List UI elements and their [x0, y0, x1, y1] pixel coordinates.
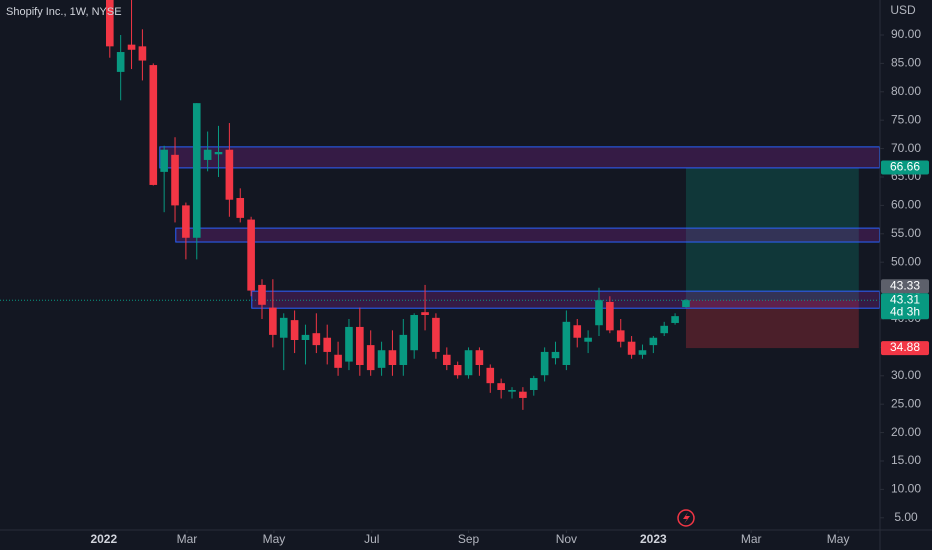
candle-body: [225, 149, 234, 200]
y-tick-label: 10.00: [891, 482, 921, 496]
candle-body: [138, 46, 147, 61]
candle-body: [682, 300, 690, 308]
candle-body: [519, 391, 527, 398]
candle-body: [290, 320, 299, 341]
candle-body: [442, 354, 451, 365]
candle-body: [529, 378, 538, 390]
y-tick-label: 90.00: [891, 27, 921, 41]
candle-body: [323, 337, 332, 352]
candle-body: [356, 326, 364, 365]
y-tick-label: 15.00: [891, 453, 921, 467]
candle-body: [671, 316, 679, 323]
candle-body: [540, 351, 549, 376]
price-tag: [881, 341, 929, 356]
countdown: 4d 3h: [890, 304, 920, 318]
candle-body: [410, 315, 418, 351]
candle-body: [247, 219, 255, 291]
y-tick-label: 20.00: [891, 425, 921, 439]
zone: [251, 290, 880, 309]
candle-body: [127, 44, 136, 50]
price-tag: [881, 279, 929, 294]
candle-body: [236, 198, 245, 218]
candle-body: [312, 333, 321, 346]
y-tick-label: 55.00: [891, 226, 921, 240]
candle-body: [345, 326, 353, 362]
y-tick-label: 30.00: [891, 368, 921, 382]
x-tick-label: 2022: [90, 532, 117, 546]
price-tag-label: 43.33: [890, 278, 920, 292]
candle-body: [508, 389, 516, 392]
zone: [159, 146, 880, 169]
candle-body: [638, 350, 647, 355]
x-tick-label: Sep: [458, 532, 480, 546]
price-tag: [881, 293, 929, 320]
y-tick-label: 60.00: [891, 198, 921, 212]
candle-body: [595, 300, 603, 326]
plot-area: [0, 0, 880, 410]
candle-body: [584, 337, 592, 342]
candle-body: [105, 0, 114, 47]
candle-body: [301, 334, 310, 341]
x-tick-label: Nov: [556, 532, 577, 546]
candle-body: [649, 337, 658, 346]
candle-body: [497, 383, 505, 390]
candle-body: [432, 317, 440, 352]
candle-body: [606, 301, 614, 331]
x-tick-label: Mar: [177, 532, 198, 546]
y-tick-label: 5.00: [894, 510, 918, 524]
candle-body: [464, 350, 473, 376]
y-tick-label: 85.00: [891, 56, 921, 70]
candle-body: [475, 350, 484, 365]
x-tick-label: Jul: [364, 532, 379, 546]
candle-body: [160, 149, 168, 172]
candle-body: [279, 317, 288, 338]
candle-body: [116, 52, 125, 72]
candle-body: [486, 367, 495, 384]
candle-body: [171, 154, 179, 206]
candle-body: [203, 149, 212, 160]
price-tag-label: 34.88: [890, 340, 920, 354]
candle-body: [214, 151, 223, 155]
candle-body: [192, 103, 201, 238]
candle-body: [453, 364, 462, 376]
y-tick-label: 80.00: [891, 84, 921, 98]
price-tag: [881, 160, 929, 175]
x-tick-label: May: [827, 532, 850, 546]
chart-title: Shopify Inc., 1W, NYSE: [6, 6, 122, 18]
candle-body: [573, 325, 582, 338]
x-tick-label: 2023: [640, 532, 667, 546]
x-tick-label: May: [263, 532, 286, 546]
candle-body: [258, 284, 266, 305]
candle-body: [377, 350, 386, 368]
candle-body: [269, 307, 277, 335]
profit-zone: [685, 167, 859, 301]
price-tag-label: 66.66: [890, 160, 920, 174]
candle-body: [421, 312, 429, 316]
candle-body: [616, 330, 625, 342]
candle-body: [366, 345, 375, 371]
price-tag-label: 43.31: [890, 292, 920, 306]
x-tick-label: Mar: [741, 532, 762, 546]
candle-body: [388, 350, 397, 365]
currency: USD: [890, 3, 916, 17]
candle-body: [182, 205, 190, 238]
y-tick-label: 50.00: [891, 254, 921, 268]
y-tick-label: 75.00: [891, 112, 921, 126]
candle-body: [149, 65, 158, 185]
y-tick-label: 25.00: [891, 396, 921, 410]
candle-body: [562, 321, 571, 365]
y-tick-label: 70.00: [891, 141, 921, 155]
lightning-icon: [677, 509, 695, 527]
candle-body: [660, 325, 669, 334]
candle-body: [551, 351, 560, 359]
candle-body: [334, 354, 342, 368]
candle-body: [399, 334, 408, 365]
zone: [175, 227, 880, 243]
candle-body: [627, 341, 636, 355]
